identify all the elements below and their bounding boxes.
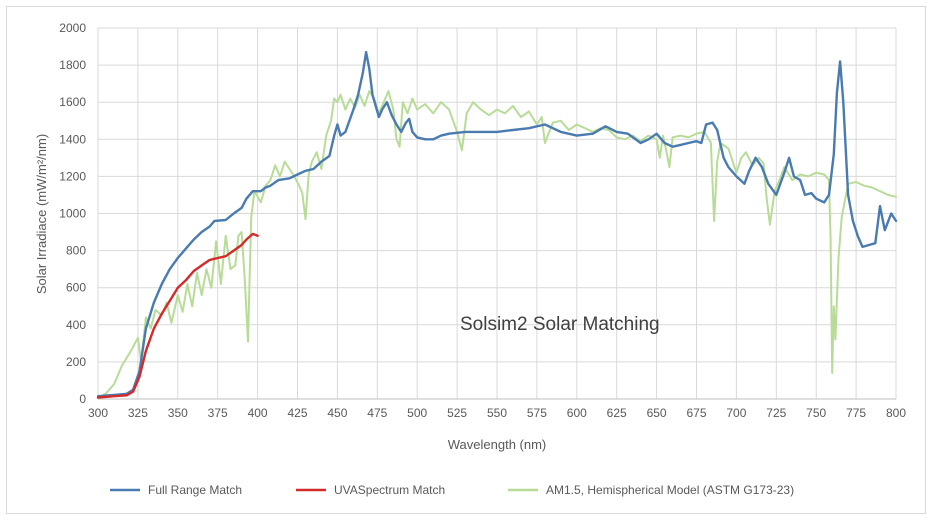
x-tick-label: 625 bbox=[607, 406, 627, 420]
series-line-2 bbox=[97, 90, 897, 400]
grid bbox=[97, 27, 897, 400]
x-tick-label: 675 bbox=[686, 406, 706, 420]
legend: Full Range Match UVASpectrum Match AM1.5, … bbox=[110, 483, 794, 497]
x-tick-label: 475 bbox=[367, 406, 387, 420]
legend-label: UVASpectrum Match bbox=[334, 483, 445, 497]
x-tick-label: 425 bbox=[287, 406, 307, 420]
y-tick-label: 1200 bbox=[59, 169, 86, 183]
y-tick-label: 600 bbox=[66, 281, 86, 295]
x-tick-label: 750 bbox=[806, 406, 826, 420]
x-tick-label: 775 bbox=[846, 406, 866, 420]
x-tick-label: 575 bbox=[527, 406, 547, 420]
x-tick-label: 600 bbox=[567, 406, 587, 420]
y-tick-label: 1800 bbox=[59, 58, 86, 72]
series bbox=[96, 50, 898, 400]
y-tick-label: 1000 bbox=[59, 207, 86, 221]
legend-label: Full Range Match bbox=[148, 483, 242, 497]
x-tick-label: 300 bbox=[88, 406, 108, 420]
x-tick-label: 350 bbox=[168, 406, 188, 420]
x-tick-label: 450 bbox=[327, 406, 347, 420]
x-tick-label: 400 bbox=[248, 406, 268, 420]
x-tick-label: 525 bbox=[447, 406, 467, 420]
x-tick-label: 800 bbox=[886, 406, 906, 420]
y-tick-label: 200 bbox=[66, 355, 86, 369]
x-tick-label: 700 bbox=[726, 406, 746, 420]
series-line-0 bbox=[96, 50, 898, 398]
chart-frame bbox=[6, 6, 926, 514]
y-tick-label: 1600 bbox=[59, 95, 86, 109]
x-tick-label: 325 bbox=[128, 406, 148, 420]
axes: 0 200 400 600 800 1000 1200 1400 1600 1800 2000 300… bbox=[59, 21, 906, 420]
x-tick-label: 725 bbox=[766, 406, 786, 420]
legend-label: AM1.5, Hemispherical Model (ASTM G173-23… bbox=[546, 483, 794, 497]
x-tick-label: 500 bbox=[407, 406, 427, 420]
x-axis-title: Wavelength (nm) bbox=[448, 437, 547, 452]
y-axis-title: Solar Irradiace (mW/m²/nm) bbox=[34, 134, 49, 294]
x-tick-label: 375 bbox=[208, 406, 228, 420]
y-tick-label: 400 bbox=[66, 318, 86, 332]
y-tick-label: 0 bbox=[79, 392, 86, 406]
y-tick-label: 2000 bbox=[59, 21, 86, 35]
series-line-1 bbox=[96, 232, 259, 399]
y-tick-label: 1400 bbox=[59, 132, 86, 146]
annotation-text: Solsim2 Solar Matching bbox=[460, 314, 660, 335]
y-tick-label: 800 bbox=[66, 244, 86, 258]
x-tick-label: 650 bbox=[647, 406, 667, 420]
x-tick-label: 550 bbox=[487, 406, 507, 420]
